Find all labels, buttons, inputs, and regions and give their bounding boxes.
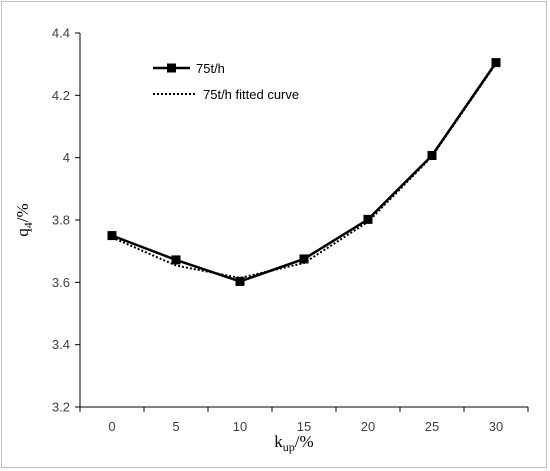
- y-axis-title: q4/%: [13, 203, 35, 236]
- y-axis: 3.2 3.4 3.6 3.8 4 4.2 4.4: [52, 26, 81, 415]
- legend-label-solid: 75t/h: [196, 61, 225, 76]
- y-axis-title-unit: /%: [13, 203, 32, 222]
- x-axis: 0 5 10 15 20 25 30: [79, 406, 529, 434]
- x-axis-title-main: k: [274, 432, 283, 451]
- y-axis-title-main: q: [13, 228, 32, 237]
- data-point-marker: [427, 150, 437, 160]
- series-fitted-curve: [111, 62, 497, 279]
- data-point-marker: [299, 254, 309, 264]
- x-tick-label: 30: [489, 419, 503, 434]
- y-tick-label: 3.6: [52, 275, 70, 290]
- data-point-marker: [171, 255, 181, 265]
- x-axis-title: kup/%: [274, 432, 313, 454]
- legend-item-dotted: 75t/h fitted curve: [153, 87, 299, 102]
- plot-area: [107, 58, 501, 286]
- x-tick-label: 5: [172, 419, 179, 434]
- data-point-marker: [107, 231, 117, 241]
- legend-item-solid: 75t/h: [153, 61, 225, 76]
- y-tick-label: 3.2: [52, 400, 70, 415]
- x-tick-label: 25: [425, 419, 439, 434]
- x-tick-label: 10: [233, 419, 247, 434]
- legend-square-marker: [167, 63, 176, 73]
- data-point-marker: [235, 276, 245, 286]
- y-tick-label: 4.2: [52, 88, 70, 103]
- y-tick-label: 3.8: [52, 213, 70, 228]
- x-tick-label: 20: [361, 419, 375, 434]
- x-tick-label: 15: [297, 419, 311, 434]
- x-axis-title-sub: up: [283, 440, 295, 454]
- y-axis-title-sub: 4: [21, 222, 35, 228]
- data-point-marker: [491, 58, 501, 68]
- y-tick-label: 3.4: [52, 337, 70, 352]
- legend: 75t/h 75t/h fitted curve: [153, 61, 299, 102]
- x-tick-label: 0: [108, 419, 115, 434]
- legend-label-dotted: 75t/h fitted curve: [203, 87, 299, 102]
- x-axis-title-unit: /%: [295, 432, 314, 451]
- data-point-marker: [363, 214, 373, 224]
- series-75th-line: [111, 61, 498, 283]
- y-tick-label: 4: [63, 150, 70, 165]
- y-tick-label: 4.4: [52, 26, 70, 41]
